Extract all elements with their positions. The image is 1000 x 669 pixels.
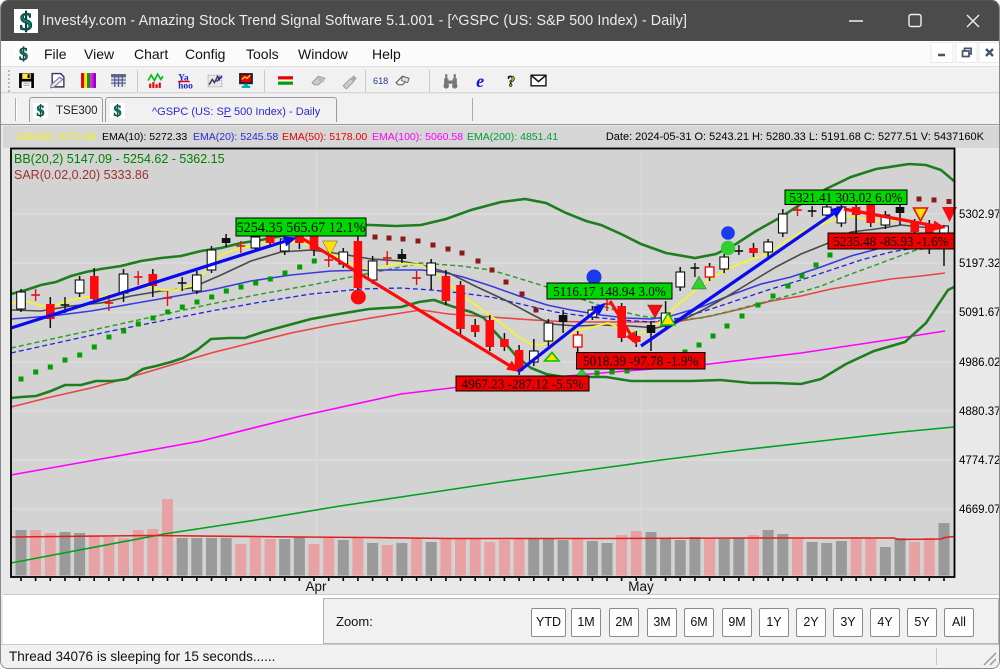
svg-text:$: $ [114,103,122,118]
svg-text:5091.67: 5091.67 [959,307,1000,319]
svg-text:hoo: hoo [178,80,193,89]
svg-text:4967.23 -287.12 -5.5%: 4967.23 -287.12 -5.5% [462,376,584,391]
svg-text:5302.97: 5302.97 [959,209,1000,221]
svg-text:5235.48 -85.93 -1.6%: 5235.48 -85.93 -1.6% [833,234,948,249]
svg-text:?: ? [507,73,515,89]
svg-text:4986.02: 4986.02 [959,357,1000,369]
svg-text:$: $ [19,45,28,62]
svg-text:5197.32: 5197.32 [959,258,1000,270]
svg-text:$: $ [37,103,45,118]
svg-text:5254.35 565.67 12.1%: 5254.35 565.67 12.1% [237,220,366,236]
svg-text:618: 618 [373,76,388,86]
svg-text:Apr: Apr [305,579,327,594]
svg-text:5116.17 148.94 3.0%: 5116.17 148.94 3.0% [553,284,666,299]
svg-text:e: e [476,72,484,89]
svg-text:BB(20,2) 5147.09 - 5254.62 - 5: BB(20,2) 5147.09 - 5254.62 - 5362.15 [14,152,225,166]
svg-text:$: $ [20,9,33,33]
svg-text:May: May [628,579,654,594]
svg-text:4774.72: 4774.72 [959,455,1000,467]
svg-text:4669.07: 4669.07 [959,504,1000,516]
svg-text:5018.39 -97.78 -1.9%: 5018.39 -97.78 -1.9% [583,354,698,369]
svg-text:5321.41 303.02 6.0%: 5321.41 303.02 6.0% [789,190,902,205]
svg-text:SAR(0.02,0.20) 5333.86: SAR(0.02,0.20) 5333.86 [14,168,149,182]
svg-text:Ya: Ya [178,73,189,84]
svg-text:4880.37: 4880.37 [959,406,1000,418]
